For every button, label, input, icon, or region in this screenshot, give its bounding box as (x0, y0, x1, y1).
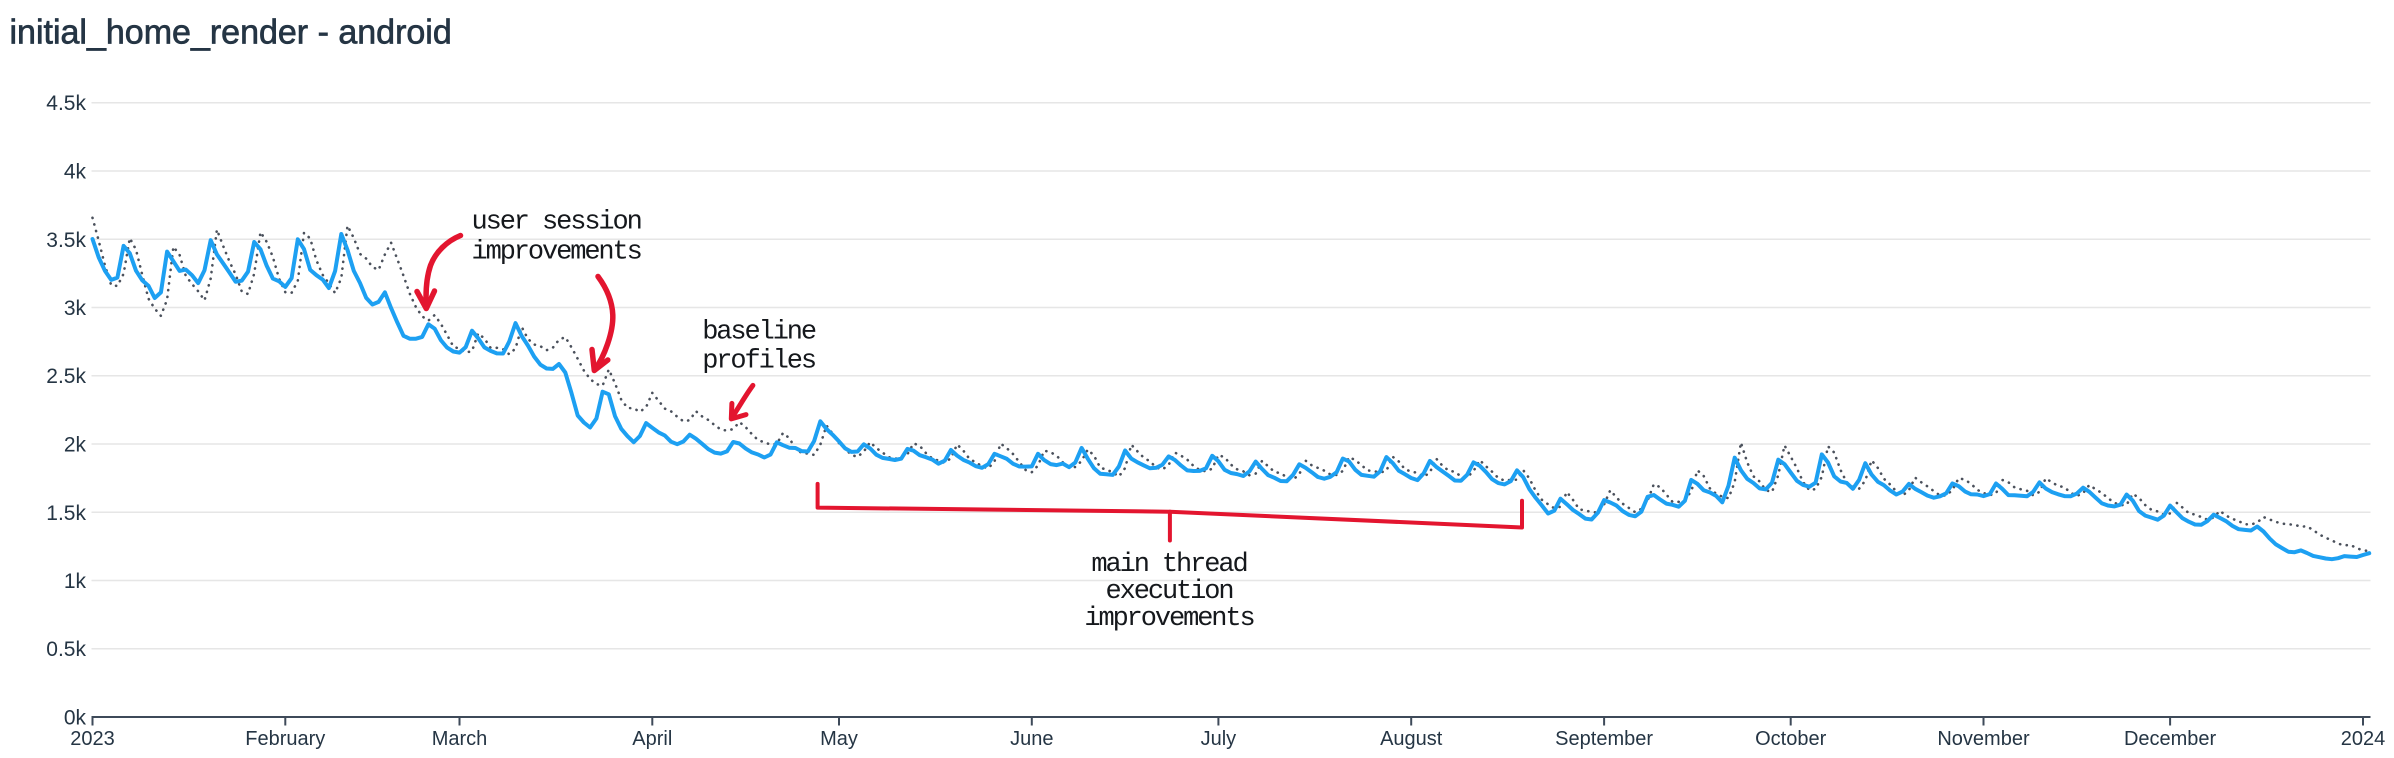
svg-text:3k: 3k (64, 297, 87, 320)
svg-text:4k: 4k (64, 161, 87, 184)
svg-text:user session: user session (472, 208, 641, 238)
svg-text:improvements: improvements (1084, 604, 1253, 634)
svg-text:profiles: profiles (702, 347, 815, 377)
svg-text:February: February (245, 728, 325, 750)
svg-text:1k: 1k (64, 570, 87, 593)
svg-text:0k: 0k (64, 707, 87, 730)
svg-text:December: December (2124, 728, 2217, 750)
svg-text:3.5k: 3.5k (46, 229, 86, 252)
svg-text:March: March (432, 728, 488, 750)
svg-text:October: October (1755, 728, 1826, 750)
svg-text:main thread: main thread (1091, 550, 1246, 580)
svg-text:2023: 2023 (70, 728, 115, 750)
svg-text:November: November (1937, 728, 2030, 750)
svg-text:execution: execution (1106, 577, 1233, 607)
svg-text:April: April (632, 728, 672, 750)
svg-text:May: May (820, 728, 858, 750)
svg-text:1.5k: 1.5k (46, 502, 86, 525)
svg-text:2.5k: 2.5k (46, 365, 86, 388)
svg-text:improvements: improvements (472, 238, 641, 268)
svg-text:0.5k: 0.5k (46, 638, 86, 661)
svg-text:baseline: baseline (702, 318, 816, 348)
svg-text:2k: 2k (64, 434, 87, 457)
svg-text:June: June (1010, 728, 1053, 750)
svg-text:2024: 2024 (2341, 728, 2386, 750)
svg-text:September: September (1555, 728, 1653, 750)
svg-text:August: August (1380, 728, 1443, 750)
svg-text:initial_home_render - android: initial_home_render - android (10, 14, 452, 52)
svg-text:4.5k: 4.5k (46, 92, 86, 115)
svg-text:July: July (1201, 728, 1237, 750)
